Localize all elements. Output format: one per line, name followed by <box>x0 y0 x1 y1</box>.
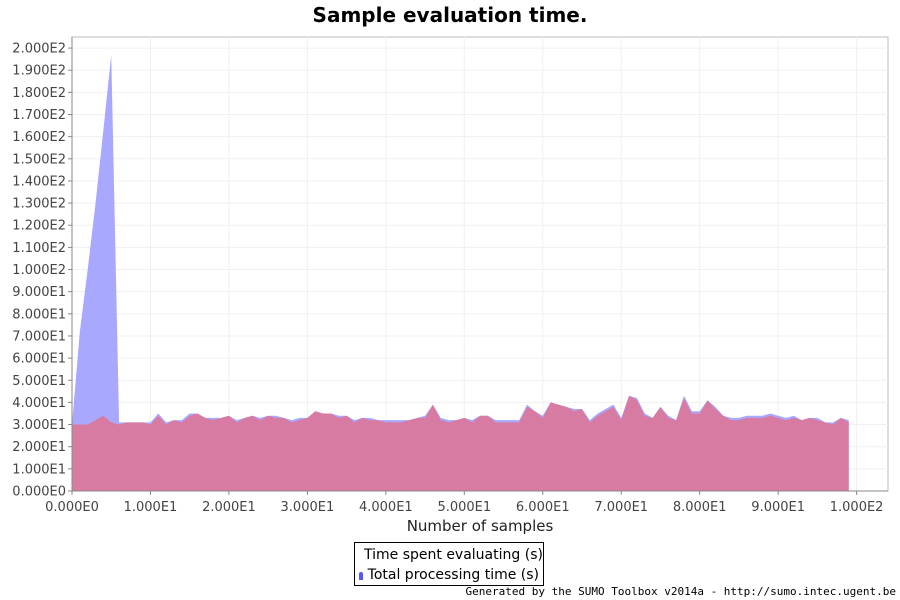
y-tick-label: 8.000E1 <box>12 307 66 322</box>
x-tick-label: 3.000E1 <box>281 500 335 515</box>
y-tick-label: 1.500E2 <box>12 152 66 167</box>
legend-label-total: Total processing time (s) <box>367 567 539 583</box>
y-tick-label: 1.100E2 <box>12 241 66 256</box>
y-tick-label: 1.700E2 <box>12 108 66 123</box>
x-tick-label: 1.000E1 <box>124 500 178 515</box>
legend: Time spent evaluating (s) Total processi… <box>354 542 544 586</box>
chart-title: Sample evaluation time. <box>312 3 588 27</box>
y-tick-label: 2.000E1 <box>12 440 66 455</box>
y-tick-label: 1.300E2 <box>12 197 66 212</box>
legend-item-evaluating: Time spent evaluating (s) <box>359 545 543 565</box>
y-tick-label: 1.800E2 <box>12 86 66 101</box>
x-ticks: 0.000E0 1.000E1 2.000E1 3.000E1 4.000E1 5.000… <box>45 491 883 515</box>
y-tick-label: 1.600E2 <box>12 130 66 145</box>
y-tick-label: 5.000E1 <box>12 374 66 389</box>
x-tick-label: 0.000E0 <box>45 500 99 515</box>
x-axis-title: Number of samples <box>407 517 554 535</box>
x-tick-label: 2.000E1 <box>202 500 256 515</box>
y-tick-label: 0.000E0 <box>12 485 66 500</box>
x-tick-label: 7.000E1 <box>594 500 648 515</box>
area-time-spent-evaluating <box>72 395 849 491</box>
y-tick-label: 9.000E1 <box>12 285 66 300</box>
y-tick-label: 1.000E1 <box>12 462 66 477</box>
plot-background <box>71 36 889 492</box>
footer-credit: Generated by the SUMO Toolbox v2014a - h… <box>465 585 896 598</box>
legend-label-evaluating: Time spent evaluating (s) <box>364 547 543 563</box>
x-tick-label: 1.000E2 <box>830 500 884 515</box>
y-tick-label: 2.000E2 <box>12 42 66 57</box>
legend-swatch-total <box>359 572 363 580</box>
y-tick-label: 4.000E1 <box>12 396 66 411</box>
y-tick-label: 1.900E2 <box>12 64 66 79</box>
y-ticks: 0.000E0 1.000E1 2.000E1 3.000E1 4.000E1 5.000… <box>12 42 72 500</box>
series-areas <box>72 54 849 491</box>
x-tick-label: 8.000E1 <box>673 500 727 515</box>
x-tick-label: 9.000E1 <box>751 500 805 515</box>
y-tick-label: 1.200E2 <box>12 219 66 234</box>
y-tick-label: 3.000E1 <box>12 418 66 433</box>
legend-item-total: Total processing time (s) <box>359 565 539 585</box>
x-tick-label: 5.000E1 <box>437 500 491 515</box>
x-tick-label: 4.000E1 <box>359 500 413 515</box>
y-tick-label: 1.400E2 <box>12 174 66 189</box>
x-tick-label: 6.000E1 <box>516 500 570 515</box>
y-tick-label: 1.000E2 <box>12 263 66 278</box>
y-tick-label: 6.000E1 <box>12 352 66 367</box>
y-tick-label: 7.000E1 <box>12 329 66 344</box>
